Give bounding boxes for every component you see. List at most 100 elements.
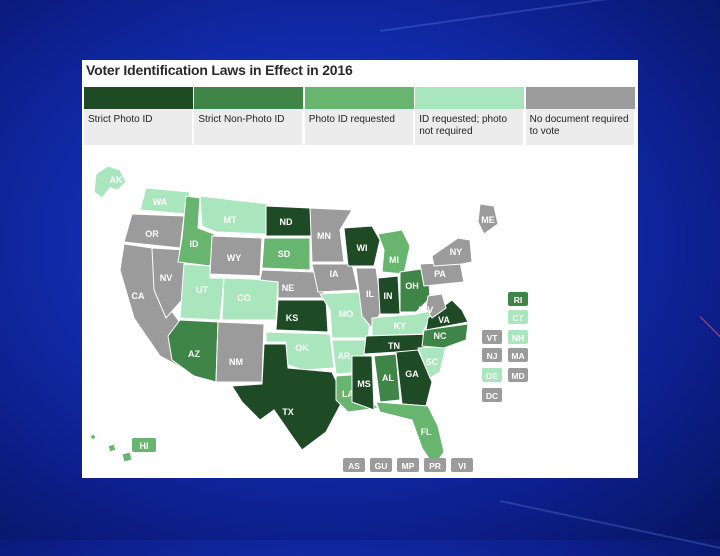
state-shape <box>395 349 433 407</box>
legend-label: Strict Non-Photo ID <box>194 109 304 145</box>
state-wy: WY <box>209 235 263 277</box>
state-shape <box>309 207 353 263</box>
state-shape <box>265 331 335 371</box>
legend-item-id-requested: ID requested; photo not required <box>415 87 525 145</box>
state-label: KY <box>394 321 407 331</box>
chip-box <box>508 368 528 382</box>
state-chip-de: DE <box>482 368 502 382</box>
state-ms: MS <box>351 355 375 411</box>
state-nm: NM <box>215 321 265 383</box>
state-chip-ct: CT <box>508 310 528 324</box>
state-label: GA <box>405 369 419 379</box>
state-label: FL <box>421 427 432 437</box>
state-label: KS <box>286 313 299 323</box>
state-shape <box>431 237 473 267</box>
legend-swatch <box>304 87 414 109</box>
state-sd: SD <box>261 237 311 271</box>
state-label: NE <box>282 283 295 293</box>
state-label: WA <box>153 197 168 207</box>
chip-box <box>370 458 392 472</box>
territory-chip-gu: GU <box>370 458 392 472</box>
chip-label: MP <box>402 461 415 471</box>
legend-label: No document required to vote <box>525 109 635 145</box>
state-chip-ma: MA <box>508 348 528 362</box>
state-label: SD <box>278 249 291 259</box>
state-label: ID <box>190 239 200 249</box>
chip-box <box>508 310 528 324</box>
chip-label: VT <box>487 333 499 343</box>
legend-swatch <box>194 87 304 109</box>
state-wv: WV <box>419 293 447 319</box>
us-map: AK WA OR CA NV ID MT WY UT CO AZ NM ND SD NE KS OK TX MN IA… <box>89 165 528 472</box>
state-shape <box>93 165 127 199</box>
state-ks: KS <box>275 299 329 333</box>
territory-chip-pr: PR <box>424 458 446 472</box>
legend-label: ID requested; photo not required <box>415 109 525 145</box>
chip-box <box>451 458 473 472</box>
state-chip-md: MD <box>508 368 528 382</box>
chip-box <box>482 368 502 382</box>
chip-label: CT <box>512 313 524 323</box>
state-label: OR <box>145 229 159 239</box>
territory-chip-mp: MP <box>397 458 419 472</box>
chip-label: DC <box>486 391 498 401</box>
state-fl: FL <box>375 401 445 467</box>
chip-label: GU <box>375 461 388 471</box>
state-ak: AK <box>93 165 127 199</box>
state-shape <box>425 293 447 319</box>
state-label: MT <box>224 215 237 225</box>
state-hi: HI <box>89 433 156 463</box>
state-nc: NC <box>421 323 469 349</box>
state-tx: TX <box>231 343 345 451</box>
chip-box <box>508 330 528 344</box>
legend-item-no-document: No document required to vote <box>525 87 636 145</box>
chip-box <box>508 348 528 362</box>
state-label: MS <box>357 379 371 389</box>
state-label: AL <box>382 373 394 383</box>
chip-label: DE <box>486 371 498 381</box>
state-label: VA <box>438 315 450 325</box>
state-wa: WA <box>139 187 191 215</box>
state-label: LA <box>342 389 354 399</box>
state-shape <box>199 195 269 235</box>
background-streak <box>379 0 720 32</box>
state-label: NM <box>229 357 243 367</box>
background-streak <box>499 500 720 556</box>
state-shape <box>311 263 359 293</box>
state-label: NC <box>434 331 447 341</box>
legend-item-photo-requested: Photo ID requested <box>304 87 415 145</box>
state-shape <box>351 355 375 411</box>
territory-chip-vi: VI <box>451 458 473 472</box>
state-label: MI <box>389 255 399 265</box>
chip-label: MD <box>511 371 524 381</box>
state-label-box <box>132 438 156 452</box>
state-shape <box>373 353 401 403</box>
state-shape <box>477 203 499 235</box>
chip-box <box>397 458 419 472</box>
state-label: HI <box>140 441 149 451</box>
state-co: CO <box>221 277 279 321</box>
state-label: ND <box>280 217 293 227</box>
state-ny: NY <box>431 237 473 267</box>
chip-label: PR <box>429 461 441 471</box>
map-figure: Voter Identification Laws in Effect in 2… <box>82 60 638 478</box>
state-shape <box>377 275 401 315</box>
state-in: IN <box>377 275 401 315</box>
state-label: IA <box>330 269 340 279</box>
state-label: TN <box>388 341 400 351</box>
state-label: OH <box>405 281 419 291</box>
state-shape <box>215 321 265 383</box>
legend: Strict Photo ID Strict Non-Photo ID Photo … <box>84 87 636 145</box>
legend-label: Strict Photo ID <box>84 109 193 145</box>
legend-swatch <box>84 87 193 109</box>
state-label: IN <box>384 291 393 301</box>
state-mt: MT <box>199 195 269 235</box>
state-label: CO <box>237 293 251 303</box>
state-ok: OK <box>265 331 335 371</box>
legend-swatch <box>525 87 635 109</box>
chip-box <box>482 388 502 402</box>
state-label: NY <box>450 247 463 257</box>
legend-label: Photo ID requested <box>304 109 414 145</box>
state-label: CA <box>132 291 145 301</box>
state-ia: IA <box>311 263 359 293</box>
